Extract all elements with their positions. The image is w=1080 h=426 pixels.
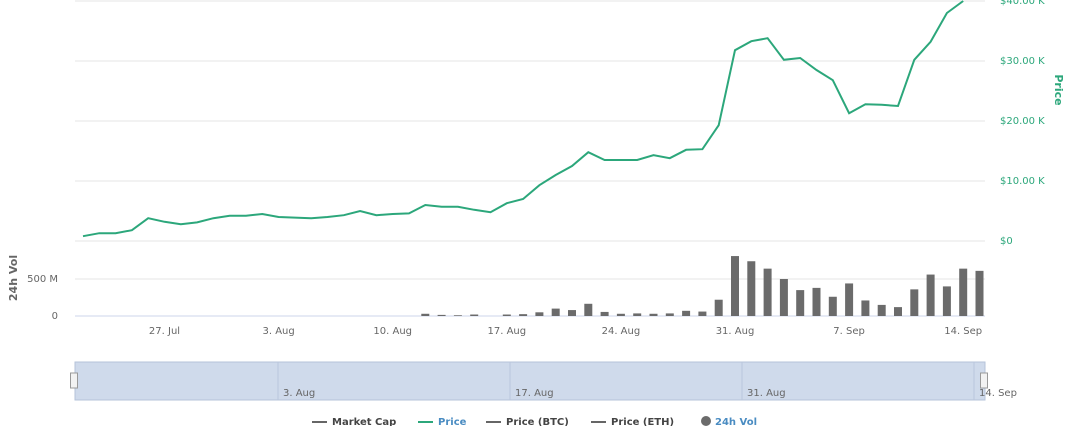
- volume-bar: [633, 313, 642, 316]
- volume-bar: [845, 283, 854, 316]
- volume-bar: [453, 315, 462, 316]
- x-tick-label: 10. Aug: [373, 326, 412, 337]
- x-tick-label: 27. Jul: [149, 326, 180, 337]
- navigator-handle[interactable]: [70, 372, 78, 389]
- navigator-label: 3. Aug: [283, 388, 315, 399]
- x-tick-label: 7. Sep: [833, 326, 865, 337]
- volume-bar: [796, 290, 805, 316]
- y-tick-label: $20.00 K: [1000, 116, 1045, 127]
- volume-bar: [551, 308, 560, 316]
- y2-axis-title: 24h Vol: [7, 255, 20, 301]
- volume-bar: [763, 268, 772, 316]
- volume-bar: [910, 289, 919, 316]
- navigator-label: 14. Sep: [979, 388, 1017, 399]
- volume-bar: [812, 287, 821, 316]
- volume-bar: [698, 311, 707, 316]
- y-tick-label: $10.00 K: [1000, 176, 1045, 187]
- y-tick-label: $40.00 K: [1000, 0, 1045, 7]
- volume-bar: [894, 307, 902, 316]
- volume-bar: [437, 314, 446, 316]
- legend-label[interactable]: Price (ETH): [611, 417, 674, 426]
- volume-bar: [959, 268, 968, 316]
- navigator-label: 31. Aug: [747, 388, 786, 399]
- x-tick-label: 17. Aug: [487, 326, 526, 337]
- volume-bar: [731, 256, 739, 316]
- volume-bar: [682, 310, 691, 316]
- navigator-label: 17. Aug: [515, 388, 554, 399]
- volume-bar: [584, 303, 593, 316]
- volume-bar: [926, 274, 935, 316]
- y-tick-label: $30.00 K: [1000, 56, 1045, 67]
- y-axis-title: Price: [1052, 74, 1065, 105]
- navigator-range[interactable]: [74, 361, 986, 401]
- volume-bar: [649, 313, 658, 316]
- x-tick-label: 3. Aug: [262, 326, 294, 337]
- legend-marker: [701, 416, 711, 426]
- volume-bar: [861, 300, 870, 316]
- volume-bar: [502, 314, 511, 316]
- x-tick-label: 24. Aug: [602, 326, 641, 337]
- volume-bar: [665, 313, 674, 316]
- volume-bar: [714, 299, 723, 316]
- legend-label[interactable]: Market Cap: [332, 417, 396, 426]
- volume-bar: [535, 312, 544, 316]
- volume-bar: [942, 286, 951, 316]
- legend-label[interactable]: Price (BTC): [506, 417, 569, 426]
- navigator-handle[interactable]: [980, 372, 988, 389]
- volume-bar: [600, 311, 609, 316]
- legend-label[interactable]: 24h Vol: [715, 417, 757, 426]
- volume-bar: [421, 313, 430, 316]
- volume-bar: [568, 310, 576, 316]
- y-tick-label: $0: [1000, 236, 1013, 247]
- legend-label[interactable]: Price: [438, 417, 467, 426]
- volume-bar: [470, 314, 479, 316]
- price-line: [82, 0, 964, 238]
- volume-bar: [779, 279, 788, 316]
- y2-tick-label: 0: [52, 311, 58, 322]
- y2-tick-label: 500 M: [27, 274, 58, 285]
- volume-bar: [877, 304, 886, 316]
- volume-bar: [747, 261, 756, 316]
- volume-bar: [975, 270, 984, 316]
- volume-bar: [519, 314, 528, 316]
- volume-bar: [828, 296, 837, 316]
- x-tick-label: 14. Sep: [944, 326, 982, 337]
- volume-bar: [616, 313, 625, 316]
- x-tick-label: 31. Aug: [716, 326, 755, 337]
